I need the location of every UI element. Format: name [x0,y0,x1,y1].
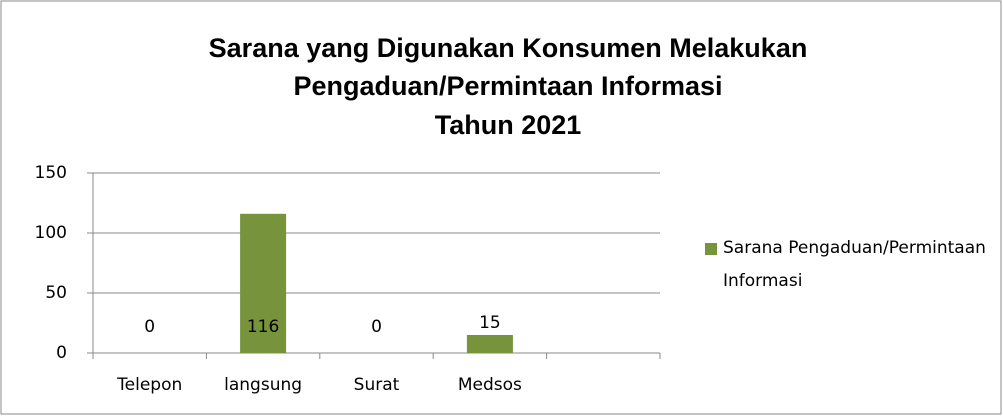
bar [240,213,287,353]
data-label: 0 [144,317,155,337]
x-tick-label: Medsos [458,375,522,395]
data-label: 116 [247,317,279,337]
data-label: 0 [371,317,382,337]
x-tick-label: Telepon [116,375,182,395]
x-tick-label: Surat [354,375,400,395]
chart-title: Tahun 2021 [435,110,582,140]
bar [466,335,513,353]
chart-title: Pengaduan/Permintaan Informasi [293,71,722,101]
y-tick-label: 50 [45,283,67,303]
legend-label: Sarana Pengaduan/Permintaan Informasi [723,238,986,291]
y-tick-label: 0 [56,343,67,363]
data-label: 15 [479,313,501,333]
x-tick-label: langsung [224,375,302,395]
y-tick-label: 150 [35,163,67,183]
y-tick-label: 100 [35,223,67,243]
chart-title: Sarana yang Digunakan Konsumen Melakukan [209,33,808,63]
legend-swatch [705,243,717,255]
